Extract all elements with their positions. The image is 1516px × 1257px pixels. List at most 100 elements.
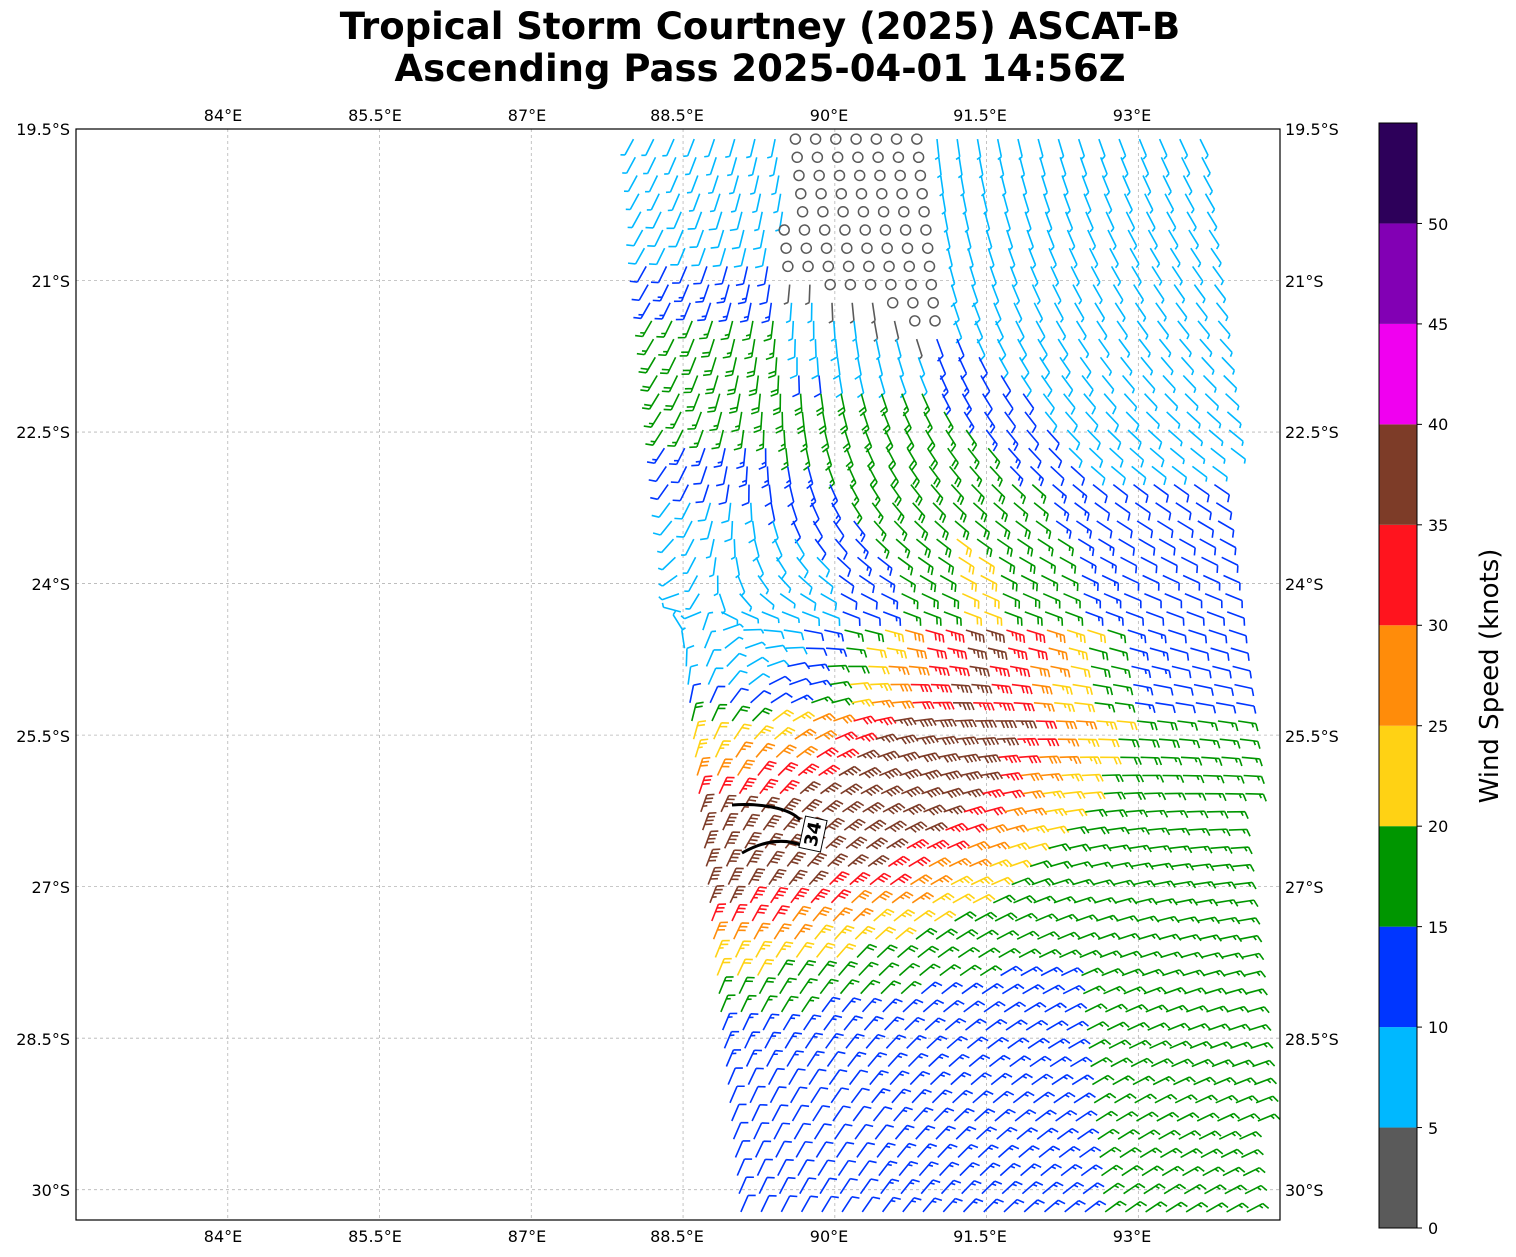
wind-barb: [665, 175, 679, 194]
wind-barb: [759, 284, 771, 306]
wind-barb: [766, 138, 776, 159]
wind-barb: [1120, 156, 1129, 178]
wind-barb: [842, 260, 855, 273]
wind-barb: [1033, 302, 1044, 323]
wind-barb: [739, 302, 752, 323]
wind-barb: [894, 169, 906, 182]
wind-barb: [917, 357, 926, 379]
wind-barb: [1035, 320, 1046, 344]
wind-barb: [767, 357, 778, 379]
colorbar-tick-label: 0: [1428, 1219, 1438, 1238]
wind-barb: [989, 266, 997, 288]
wind-barb: [672, 266, 688, 284]
wind-barb: [808, 339, 817, 362]
wind-barb: [773, 193, 782, 214]
wind-barb: [1201, 356, 1215, 375]
wind-barb: [1118, 138, 1127, 160]
wind-barb: [789, 357, 798, 380]
wind-barb: [824, 278, 836, 291]
wind-barb: [1037, 338, 1048, 362]
wind-barb: [1153, 284, 1165, 304]
wind-barb: [1221, 356, 1236, 375]
wind-barb: [1077, 338, 1090, 359]
colorbar-label: Wind Speed (knots): [1475, 549, 1505, 804]
wind-barb: [1057, 338, 1069, 362]
wind-barb: [936, 338, 944, 362]
wind-barb: [828, 302, 834, 324]
wind-barb: [701, 338, 715, 358]
wind-barb: [912, 151, 925, 164]
wind-barb: [998, 356, 1009, 380]
wind-barb: [877, 206, 890, 218]
colorbar-tick-label: 45: [1428, 315, 1448, 334]
wind-barb: [683, 138, 695, 158]
wind-barb: [1191, 265, 1204, 286]
wind-barb: [1101, 175, 1111, 197]
wind-barbs: [620, 133, 1281, 1213]
wind-barb: [724, 357, 738, 378]
wind-barb: [1160, 356, 1174, 376]
wind-barb: [1046, 229, 1055, 251]
wind-barb: [787, 320, 795, 342]
wind-barb: [991, 284, 1000, 306]
wind-barb: [1164, 193, 1175, 214]
title-line-2: Ascending Pass 2025-04-01 14:56Z: [394, 47, 1126, 90]
wind-barb: [892, 151, 905, 164]
wind-barb: [914, 169, 927, 182]
colorbar-bin: [1379, 1127, 1417, 1228]
wind-barb: [817, 206, 829, 218]
wind-barb: [652, 284, 670, 302]
wind-barb: [1048, 247, 1057, 269]
wind-barb: [811, 357, 820, 380]
wind-barb: [623, 175, 638, 193]
wind-barb: [804, 284, 811, 306]
wind-barb: [1204, 193, 1216, 214]
wind-barb: [754, 248, 767, 269]
wind-barb: [1068, 247, 1078, 269]
wind-barb: [1171, 265, 1183, 286]
wind-barb: [916, 187, 928, 200]
wind-barb: [855, 187, 868, 200]
wind-barb: [1050, 266, 1060, 287]
wind-barb: [705, 157, 717, 176]
wind-barb: [726, 375, 739, 396]
wind-barb: [899, 224, 912, 236]
wind-barb: [1122, 175, 1131, 196]
wind-barb: [815, 187, 827, 200]
wind-barb: [666, 211, 682, 230]
wind-barb: [1210, 247, 1222, 268]
wind-barb: [1110, 266, 1122, 287]
wind-barb: [627, 247, 646, 265]
wind-barb: [1011, 284, 1021, 306]
colorbar-tick-label: 15: [1428, 918, 1448, 937]
colorbar-bin: [1379, 223, 1417, 324]
wind-barb: [1186, 211, 1197, 232]
wind-barb: [643, 156, 657, 175]
wind-barb: [923, 260, 936, 273]
wind-barb: [1158, 138, 1168, 160]
wind-barb: [1066, 229, 1076, 251]
wind-barb: [771, 175, 780, 196]
wind-barb: [1114, 302, 1126, 323]
wind-barb: [791, 151, 803, 164]
wind-barb: [1044, 211, 1053, 233]
wind-barb: [631, 284, 649, 302]
wind-barb: [883, 260, 895, 273]
colorbar-tick-label: 5: [1428, 1119, 1438, 1138]
colorbar-tick-label: 35: [1428, 516, 1448, 535]
wind-barb: [629, 266, 647, 283]
colorbar-tick-label: 20: [1428, 817, 1448, 836]
wind-barb: [905, 278, 917, 291]
wind-barb: [718, 302, 732, 323]
wind-barb: [691, 247, 706, 267]
wind-barb: [1085, 211, 1094, 233]
colorbar-bin: [1379, 826, 1417, 927]
wind-barb: [1072, 284, 1083, 305]
colorbar-tick-label: 50: [1428, 215, 1448, 234]
wind-barb: [1134, 302, 1147, 322]
gridlines: [76, 128, 1280, 1220]
wind-barb: [1140, 356, 1154, 376]
wind-barb: [763, 320, 774, 342]
wind-barb: [850, 133, 862, 145]
wind-barb: [1105, 211, 1115, 233]
